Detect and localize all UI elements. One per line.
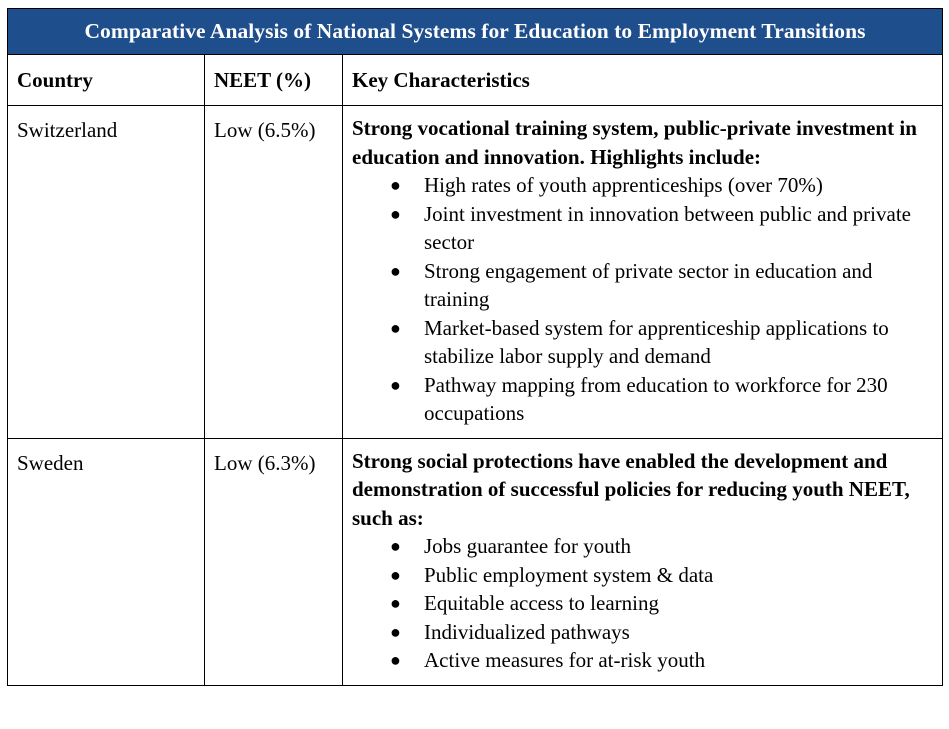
characteristics-cell: Strong vocational training system, publi… [341,105,944,439]
list-item: ● Individualized pathways [390,618,933,647]
characteristics-lead: Strong social protections have enabled t… [352,448,910,530]
column-header-characteristics: Key Characteristics [341,54,944,106]
bullet-icon: ● [390,374,401,395]
column-header-neet: NEET (%) [204,54,343,106]
list-item-text: Public employment system & data [424,562,714,587]
list-item: ● Strong engagement of private sector in … [390,257,933,314]
bullet-icon: ● [390,317,401,338]
list-item-text: Individualized pathways [424,619,630,644]
bullet-icon: ● [390,536,401,556]
table-row-sweden: Sweden Low (6.3%) Strong social protecti… [7,437,944,686]
bullet-icon: ● [390,650,401,670]
comparison-table-container: Comparative Analysis of National Systems… [6,8,944,686]
neet-cell: Low (6.5%) [204,105,343,439]
bullet-icon: ● [390,593,401,613]
bullet-icon: ● [390,175,401,195]
list-item: ● Market-based system for apprenticeship … [390,314,933,371]
country-cell: Switzerland [7,105,205,439]
neet-cell: Low (6.3%) [204,437,343,686]
list-item: ● Active measures for at-risk youth [390,646,933,675]
bullet-icon: ● [390,203,401,224]
list-item-text: Strong engagement of private sector in e… [424,258,873,312]
characteristics-lead: Strong vocational training system, publi… [352,116,917,169]
characteristics-cell: Strong social protections have enabled t… [341,437,944,686]
bullet-icon: ● [390,260,401,281]
list-item: ● High rates of youth apprenticeships (ov… [390,171,933,200]
list-item: ● Equitable access to learning [390,589,933,618]
list-item: ● Pathway mapping from education to workf… [390,371,933,428]
list-item-text: Joint investment in innovation between p… [424,201,911,255]
bullet-icon: ● [390,621,401,642]
list-item: ● Joint investment in innovation between … [390,200,933,257]
list-item-text: Market-based system for apprenticeship a… [424,315,889,369]
list-item-text: Jobs guarantee for youth [424,534,632,558]
list-item: ● Jobs guarantee for youth [390,532,933,561]
country-cell: Sweden [7,437,205,686]
comparison-table: Comparative Analysis of National Systems… [6,8,944,686]
bullet-icon: ● [390,564,401,585]
column-header-country: Country [7,54,205,106]
list-item-text: Active measures for at-risk youth [424,648,706,672]
list-item: ● Public employment system & data [390,561,933,590]
characteristics-list: ● High rates of youth apprenticeships (ov… [352,171,933,428]
list-item-text: High rates of youth apprenticeships (ove… [424,173,823,197]
header-row: Country NEET (%) Key Characteristics [7,54,944,106]
list-item-text: Pathway mapping from education to workfo… [424,372,888,426]
table-row-switzerland: Switzerland Low (6.5%) Strong vocational… [7,105,944,439]
table-title: Comparative Analysis of National Systems… [6,8,944,55]
characteristics-list: ● Jobs guarantee for youth ● Public employ… [352,532,933,675]
list-item-text: Equitable access to learning [424,591,659,615]
